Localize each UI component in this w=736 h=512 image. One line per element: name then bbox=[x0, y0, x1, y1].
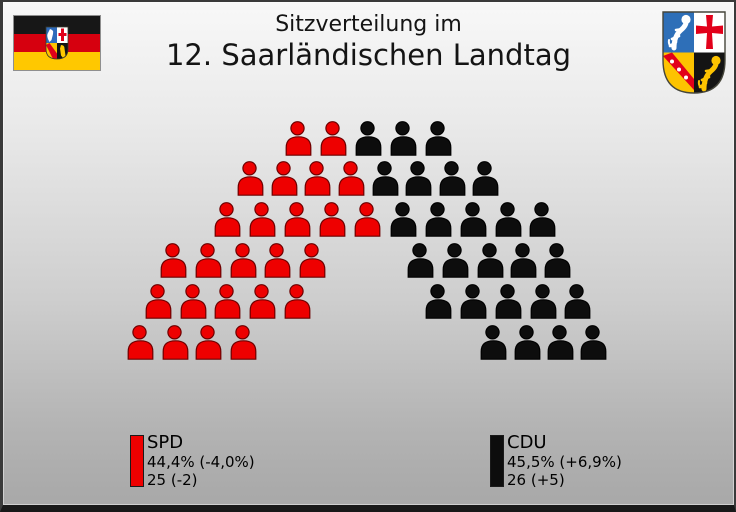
person-icon-spd bbox=[179, 284, 208, 319]
title-line-1: Sitzverteilung im bbox=[275, 12, 462, 37]
person-icon-cdu bbox=[479, 325, 508, 360]
person-icon-cdu bbox=[371, 161, 400, 196]
person-icon-cdu bbox=[579, 325, 608, 360]
person-icon-cdu bbox=[494, 284, 523, 319]
cdu-seats: 26 (+5) bbox=[507, 471, 565, 489]
person-icon-spd bbox=[213, 284, 242, 319]
person-icon-spd bbox=[126, 325, 155, 360]
saarland-flag-icon bbox=[13, 15, 101, 71]
person-icon-spd bbox=[236, 161, 265, 196]
spd-legend-swatch bbox=[130, 435, 144, 487]
person-icon-cdu bbox=[404, 161, 433, 196]
person-icon-spd bbox=[229, 243, 258, 278]
legend-cdu: CDU 45,5% (+6,9%) 26 (+5) bbox=[490, 432, 622, 489]
page-title: Sitzverteilung im 12. Saarländischen Lan… bbox=[3, 11, 734, 73]
person-icon-spd bbox=[161, 325, 190, 360]
person-icon-cdu bbox=[509, 243, 538, 278]
person-icon-spd bbox=[159, 243, 188, 278]
legend-spd: SPD 44,4% (-4,0%) 25 (-2) bbox=[130, 432, 255, 489]
person-icon-cdu bbox=[528, 202, 557, 237]
person-icon-cdu bbox=[441, 243, 470, 278]
cdu-label: CDU bbox=[507, 432, 547, 453]
person-icon-spd bbox=[284, 121, 313, 156]
person-icon-spd bbox=[263, 243, 292, 278]
person-icon-spd bbox=[144, 284, 173, 319]
person-icon-spd bbox=[318, 202, 347, 237]
person-icon-spd bbox=[283, 284, 312, 319]
person-icon-spd bbox=[353, 202, 382, 237]
person-icon-spd bbox=[248, 202, 277, 237]
title-line-2: 12. Saarländischen Landtag bbox=[165, 38, 572, 72]
saarland-coat-of-arms-icon bbox=[662, 11, 726, 94]
spd-percent: 44,4% (-4,0%) bbox=[147, 453, 255, 471]
person-icon-cdu bbox=[389, 202, 418, 237]
person-icon-cdu bbox=[471, 161, 500, 196]
spd-seats: 25 (-2) bbox=[147, 471, 198, 489]
person-icon-spd bbox=[283, 202, 312, 237]
person-icon-spd bbox=[298, 243, 327, 278]
person-icon-spd bbox=[337, 161, 366, 196]
person-icon-spd bbox=[319, 121, 348, 156]
person-icon-cdu bbox=[459, 284, 488, 319]
person-icon-spd bbox=[229, 325, 258, 360]
person-icon-cdu bbox=[406, 243, 435, 278]
person-icon-cdu bbox=[494, 202, 523, 237]
person-icon-spd bbox=[248, 284, 277, 319]
person-icon-spd bbox=[213, 202, 242, 237]
person-icon-cdu bbox=[546, 325, 575, 360]
cdu-percent: 45,5% (+6,9%) bbox=[507, 453, 622, 471]
person-icon-spd bbox=[270, 161, 299, 196]
person-icon-cdu bbox=[459, 202, 488, 237]
person-icon-spd bbox=[303, 161, 332, 196]
person-icon-cdu bbox=[438, 161, 467, 196]
person-icon-cdu bbox=[424, 202, 453, 237]
person-icon-cdu bbox=[424, 284, 453, 319]
cdu-legend-swatch bbox=[490, 435, 504, 487]
person-icon-cdu bbox=[563, 284, 592, 319]
person-icon-cdu bbox=[354, 121, 383, 156]
person-icon-cdu bbox=[476, 243, 505, 278]
person-icon-cdu bbox=[389, 121, 418, 156]
person-icon-cdu bbox=[529, 284, 558, 319]
person-icon-spd bbox=[194, 325, 223, 360]
person-icon-cdu bbox=[543, 243, 572, 278]
person-icon-cdu bbox=[513, 325, 542, 360]
person-icon-cdu bbox=[424, 121, 453, 156]
person-icon-spd bbox=[194, 243, 223, 278]
spd-label: SPD bbox=[147, 432, 184, 453]
